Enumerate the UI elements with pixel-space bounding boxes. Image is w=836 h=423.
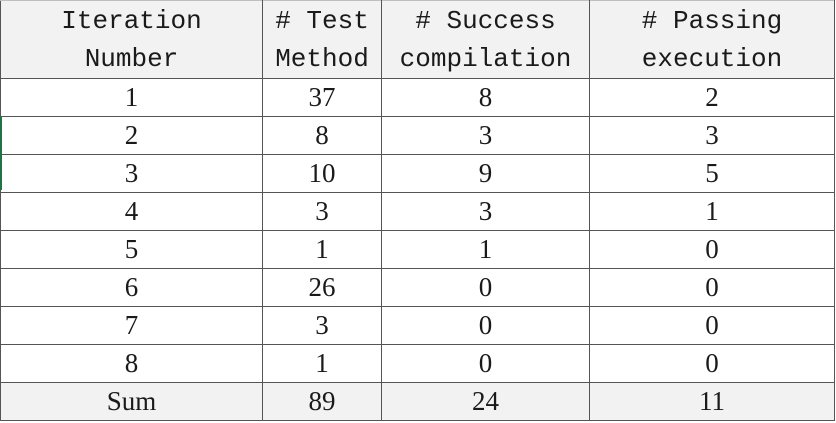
cell-success-compilation[interactable]: 8 <box>381 78 590 117</box>
table-row: 6 26 0 0 <box>0 268 835 307</box>
table-row: 2 8 3 3 <box>0 116 835 155</box>
cell-test-method[interactable]: 26 <box>262 268 382 307</box>
table-row: 5 1 1 0 <box>0 230 835 269</box>
cell-passing-execution[interactable]: 0 <box>589 230 835 269</box>
cell-success-compilation[interactable]: 9 <box>381 154 590 193</box>
cell-passing-execution[interactable]: 0 <box>589 306 835 345</box>
table-row: 1 37 8 2 <box>0 78 835 117</box>
cell-passing-execution[interactable]: 2 <box>589 78 835 117</box>
cell-iteration[interactable]: 5 <box>0 230 263 269</box>
row-selection-marker <box>0 116 2 190</box>
cell-success-compilation[interactable]: 3 <box>381 192 590 231</box>
cell-test-method[interactable]: 1 <box>262 344 382 383</box>
sum-test-method-cell[interactable]: 89 <box>262 382 382 421</box>
cell-test-method[interactable]: 1 <box>262 230 382 269</box>
cell-iteration[interactable]: 8 <box>0 344 263 383</box>
sum-passing-execution-cell[interactable]: 11 <box>589 382 835 421</box>
header-line: # Test <box>275 5 369 36</box>
cell-iteration[interactable]: 1 <box>0 78 263 117</box>
table-row: 3 10 9 5 <box>0 154 835 193</box>
header-line: Number <box>84 43 179 74</box>
cell-iteration[interactable]: 2 <box>0 116 263 155</box>
cell-passing-execution[interactable]: 0 <box>589 268 835 307</box>
cell-passing-execution[interactable]: 3 <box>589 116 835 155</box>
cell-iteration[interactable]: 3 <box>0 154 263 193</box>
cell-passing-execution[interactable]: 1 <box>589 192 835 231</box>
header-row: Iteration Number # Test Method # Success… <box>0 0 835 79</box>
header-passing-execution[interactable]: # Passing execution <box>589 0 835 79</box>
cell-test-method[interactable]: 8 <box>262 116 382 155</box>
header-success-compilation[interactable]: # Success compilation <box>381 0 590 79</box>
cell-passing-execution[interactable]: 5 <box>589 154 835 193</box>
cell-success-compilation[interactable]: 1 <box>381 230 590 269</box>
table-row: 4 3 3 1 <box>0 192 835 231</box>
cell-success-compilation[interactable]: 0 <box>381 344 590 383</box>
cell-test-method[interactable]: 3 <box>262 192 382 231</box>
header-iteration-number[interactable]: Iteration Number <box>0 0 263 79</box>
sum-label-cell[interactable]: Sum <box>0 382 263 421</box>
cell-test-method[interactable]: 10 <box>262 154 382 193</box>
cell-success-compilation[interactable]: 3 <box>381 116 590 155</box>
table-row: 7 3 0 0 <box>0 306 835 345</box>
cell-passing-execution[interactable]: 0 <box>589 344 835 383</box>
header-line: # Success <box>415 5 556 36</box>
header-test-method[interactable]: # Test Method <box>262 0 382 79</box>
header-line: Method <box>275 43 369 74</box>
cell-success-compilation[interactable]: 0 <box>381 268 590 307</box>
sum-row: Sum 89 24 11 <box>0 382 835 421</box>
header-line: # Passing <box>641 5 783 36</box>
cell-success-compilation[interactable]: 0 <box>381 306 590 345</box>
cell-test-method[interactable]: 37 <box>262 78 382 117</box>
cell-iteration[interactable]: 6 <box>0 268 263 307</box>
header-line: compilation <box>399 43 572 74</box>
cell-iteration[interactable]: 7 <box>0 306 263 345</box>
table-row: 8 1 0 0 <box>0 344 835 383</box>
cell-iteration[interactable]: 4 <box>0 192 263 231</box>
header-line: execution <box>641 43 783 74</box>
sum-success-compilation-cell[interactable]: 24 <box>381 382 590 421</box>
cell-test-method[interactable]: 3 <box>262 306 382 345</box>
header-line: Iteration <box>61 5 202 36</box>
